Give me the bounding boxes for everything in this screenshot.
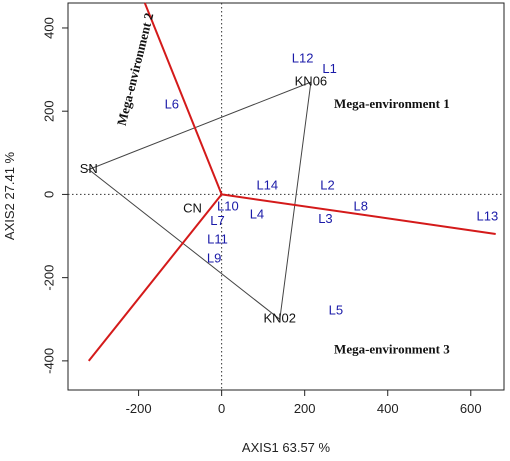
environment-kn06: KN06 <box>295 74 328 89</box>
genotype-l6: L6 <box>165 96 179 111</box>
genotype-l13: L13 <box>477 209 499 224</box>
genotype-l9: L9 <box>207 250 221 265</box>
x-tick-label: -200 <box>126 401 152 416</box>
sector-rays <box>87 2 496 362</box>
x-tick-label: 0 <box>218 401 225 416</box>
point-labels: L1 L2 L3 L4 L5 L6 L7 L8 L9 L10 L11 L12 L13 L14 KN06 SN K… <box>80 51 499 326</box>
environment-kn02: KN02 <box>264 311 297 326</box>
y-tick-label: -400 <box>41 348 56 374</box>
x-tick-label: 600 <box>460 401 482 416</box>
genotype-l4: L4 <box>250 207 264 222</box>
genotype-l2: L2 <box>320 178 334 193</box>
sector-ray-3 <box>221 193 496 235</box>
genotype-l7: L7 <box>210 213 224 228</box>
axis-ticks: -200 0 200 400 600 -400 -200 0 200 400 <box>41 17 481 416</box>
x-axis-title: AXIS1 63.57 % <box>242 440 331 455</box>
genotype-l11: L11 <box>207 232 228 247</box>
plot-area-frame <box>67 2 505 391</box>
y-tick-label: 400 <box>41 17 56 39</box>
y-tick-label: 0 <box>41 191 56 198</box>
mega-environment-label-2: Mega-environment 2 <box>114 11 157 127</box>
sector-ray-2 <box>87 193 223 362</box>
convex-hull-polygon <box>87 81 312 321</box>
genotype-l14: L14 <box>256 178 278 193</box>
y-tick-label: -200 <box>41 265 56 291</box>
reference-lines <box>68 3 504 390</box>
y-axis-title: AXIS2 27.41 % <box>2 151 17 240</box>
x-tick-label: 400 <box>377 401 399 416</box>
genotype-l10: L10 <box>217 198 239 213</box>
genotype-l3: L3 <box>318 211 332 226</box>
mega-environment-label-3: Mega-environment 3 <box>334 341 450 356</box>
genotype-l12: L12 <box>292 51 314 66</box>
polygon-group <box>87 81 312 321</box>
genotype-l1: L1 <box>322 61 336 76</box>
genotype-l8: L8 <box>354 198 368 213</box>
environment-sn: SN <box>80 161 98 176</box>
y-tick-label: 200 <box>41 100 56 122</box>
genotype-l5: L5 <box>329 302 343 317</box>
environment-cn: CN <box>183 200 202 215</box>
sector-ray-1 <box>143 2 223 195</box>
x-tick-label: 200 <box>294 401 316 416</box>
mega-environment-label-1: Mega-environment 1 <box>334 96 450 111</box>
